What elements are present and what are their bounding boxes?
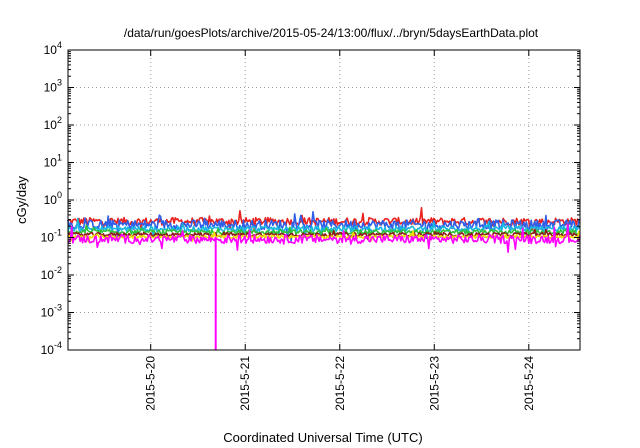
y-tick-label: 10-1 <box>41 228 62 245</box>
y-tick-label: 102 <box>44 115 62 132</box>
y-tick-label: 10-2 <box>41 265 62 282</box>
x-tick-label: 2015-5-23 <box>427 356 441 411</box>
y-tick-label: 103 <box>44 78 62 95</box>
tick-layer: 10-4 10-3 10-2 10-1 100 101 102 103 104 2015-5-20… <box>41 40 580 411</box>
y-tick-label: 101 <box>44 153 62 170</box>
y-tick-label: 104 <box>44 40 62 57</box>
y-axis-label: cGy/day <box>14 176 29 224</box>
series-line-5 <box>67 228 581 241</box>
series-line-6 <box>67 230 581 243</box>
series-line-7 <box>67 223 581 253</box>
series-line-2 <box>67 211 581 242</box>
x-tick-label: 2015-5-24 <box>522 356 536 411</box>
x-tick-label: 2015-5-20 <box>144 356 158 411</box>
y-tick-label: 10-3 <box>41 303 62 320</box>
series-line-3 <box>67 217 581 239</box>
grid-layer <box>68 50 580 350</box>
series-line-4 <box>67 224 581 238</box>
chart-title: /data/run/goesPlots/archive/2015-05-24/1… <box>124 26 539 40</box>
series-layer <box>67 207 581 350</box>
y-tick-label: 100 <box>44 190 62 207</box>
x-tick-label: 2015-5-21 <box>238 356 252 411</box>
x-tick-label: 2015-5-22 <box>333 356 347 411</box>
y-tick-label: 10-4 <box>41 340 62 357</box>
x-axis-label: Coordinated Universal Time (UTC) <box>223 430 422 445</box>
